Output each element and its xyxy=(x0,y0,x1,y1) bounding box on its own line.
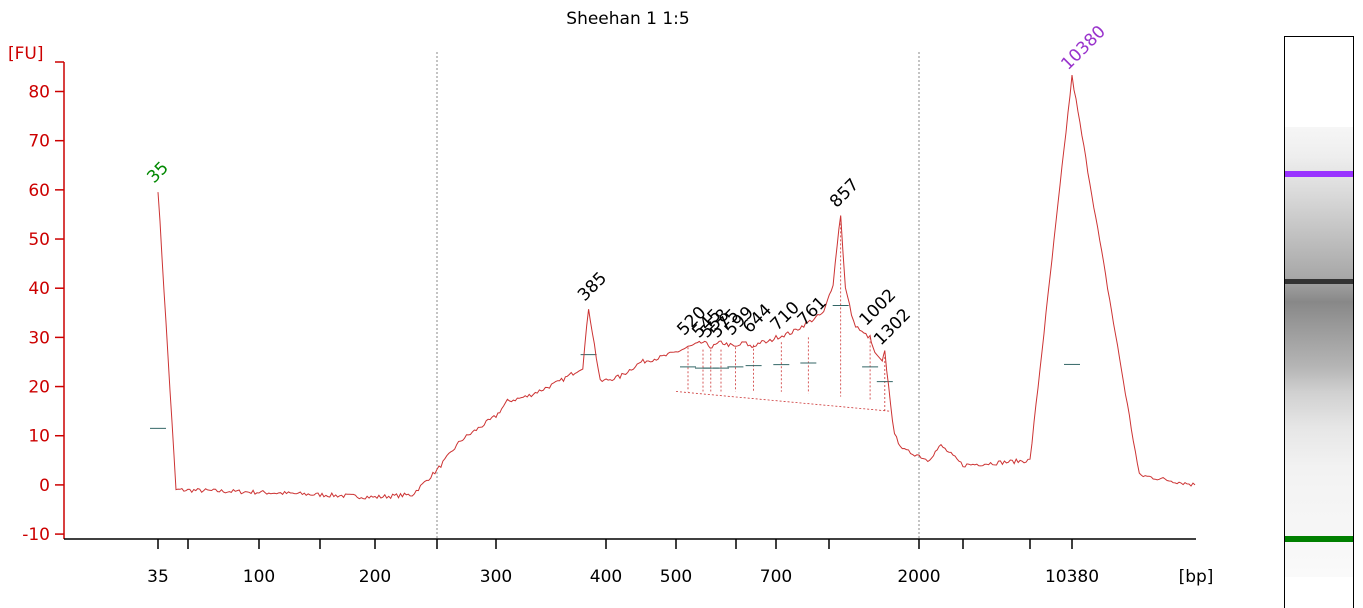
peak-label: 35 xyxy=(143,158,172,187)
y-tick-label: 0 xyxy=(39,476,50,496)
y-tick-label: 50 xyxy=(28,230,50,250)
peak-labels: 3538552054555857559964471076185710021302… xyxy=(143,22,1109,350)
peak-baseline xyxy=(675,391,890,412)
y-tick-label: -10 xyxy=(22,525,50,545)
y-axis: -10 0 10 20 30 40 50 60 70 80 xyxy=(22,61,65,545)
y-tick-label: 80 xyxy=(28,83,50,103)
gel-smear xyxy=(1285,127,1353,577)
gel-band-857 xyxy=(1285,279,1353,284)
y-tick-label: 60 xyxy=(28,181,50,201)
series-line xyxy=(157,75,1196,500)
y-tick-label: 40 xyxy=(28,279,50,299)
x-axis-label: [bp] xyxy=(1179,567,1214,587)
x-tick-label: 35 xyxy=(147,567,169,587)
y-tick-label: 70 xyxy=(28,132,50,152)
y-tick-label: 10 xyxy=(28,427,50,447)
x-tick-label: 300 xyxy=(480,567,512,587)
gel-image xyxy=(1284,36,1354,608)
x-tick-label: 400 xyxy=(590,567,622,587)
x-tick-label: 200 xyxy=(359,567,391,587)
peak-integration-regions xyxy=(150,219,1080,429)
x-tick-label: 2000 xyxy=(897,567,940,587)
series-trace xyxy=(157,75,1196,500)
peak-label: 761 xyxy=(794,293,831,330)
peak-label: 385 xyxy=(574,268,611,305)
electropherogram-chart: Sheehan 1 1:5 -10 0 10 20 30 40 50 60 70 80 35 100… xyxy=(8,9,1214,587)
peak-label: 857 xyxy=(826,175,863,212)
x-axis: 35 100 200 300 400 500 700 2000 10380 xyxy=(64,52,1196,587)
gel-band-35 xyxy=(1285,536,1353,542)
y-tick-label: 20 xyxy=(28,378,50,398)
y-tick-label: 30 xyxy=(28,328,50,348)
x-tick-label: 100 xyxy=(243,567,275,587)
gel-band-10380 xyxy=(1285,171,1353,177)
x-tick-label: 500 xyxy=(660,567,692,587)
y-axis-label: [FU] xyxy=(8,44,44,64)
peak-label: 10380 xyxy=(1057,22,1109,74)
x-tick-label: 10380 xyxy=(1045,567,1099,587)
x-tick-label: 700 xyxy=(760,567,792,587)
chart-title: Sheehan 1 1:5 xyxy=(566,9,689,29)
